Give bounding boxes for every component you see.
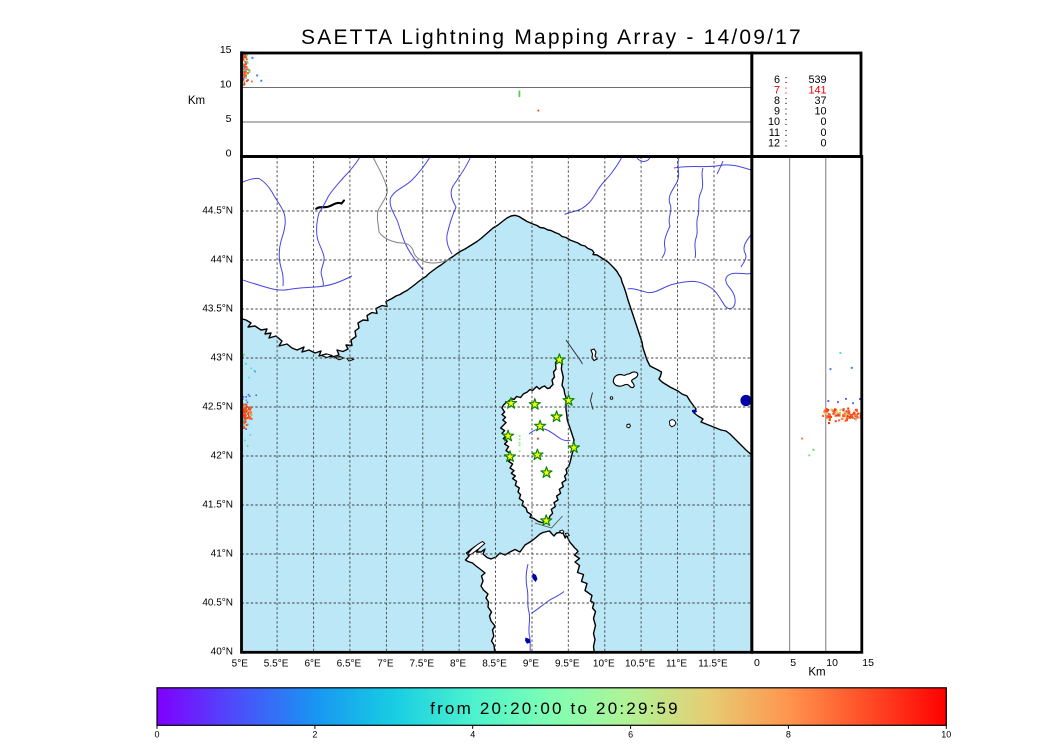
- svg-text:5°E: 5°E: [232, 659, 249, 670]
- svg-text:Km: Km: [808, 667, 825, 679]
- svg-text:42.5°N: 42.5°N: [202, 402, 233, 413]
- svg-text:5: 5: [226, 113, 232, 125]
- svg-text:9: 9: [774, 106, 780, 118]
- svg-text:9°E: 9°E: [523, 659, 540, 670]
- svg-text:44°N: 44°N: [211, 255, 233, 266]
- svg-text:10: 10: [814, 106, 826, 118]
- svg-text:37: 37: [814, 95, 826, 107]
- svg-text:SAETTA Lightning Mapping Array: SAETTA Lightning Mapping Array - 14/09/1…: [301, 26, 803, 49]
- svg-text:15: 15: [220, 44, 232, 56]
- svg-text:6: 6: [774, 74, 780, 86]
- svg-text:0: 0: [154, 730, 159, 740]
- svg-text::: :: [785, 74, 788, 86]
- svg-text:0: 0: [820, 137, 826, 149]
- svg-text:Km: Km: [188, 95, 205, 107]
- svg-text:539: 539: [808, 74, 826, 86]
- svg-text:0: 0: [226, 148, 232, 160]
- svg-text:7: 7: [774, 85, 780, 97]
- svg-text:40.5°N: 40.5°N: [202, 598, 233, 609]
- svg-text:7.5°E: 7.5°E: [410, 659, 435, 670]
- svg-text:7°E: 7°E: [377, 659, 394, 670]
- svg-text:6.5°E: 6.5°E: [337, 659, 362, 670]
- svg-text:0: 0: [820, 127, 826, 139]
- svg-text:41°N: 41°N: [211, 549, 233, 560]
- svg-text:0: 0: [754, 657, 760, 669]
- svg-text:8°E: 8°E: [450, 659, 467, 670]
- svg-text:8.5°E: 8.5°E: [482, 659, 507, 670]
- svg-text:40°N: 40°N: [211, 647, 233, 658]
- svg-text::: :: [785, 137, 788, 149]
- svg-text:10: 10: [768, 116, 780, 128]
- svg-text:2: 2: [312, 730, 317, 740]
- svg-text:5: 5: [790, 657, 796, 669]
- svg-text:8: 8: [774, 95, 780, 107]
- svg-text:8: 8: [786, 730, 791, 740]
- svg-text:6: 6: [628, 730, 633, 740]
- svg-text:9.5°E: 9.5°E: [555, 659, 580, 670]
- svg-text:0: 0: [820, 116, 826, 128]
- svg-text::: :: [785, 85, 788, 97]
- svg-text:10: 10: [826, 657, 838, 669]
- svg-text:43.5°N: 43.5°N: [202, 304, 233, 315]
- svg-text::: :: [785, 116, 788, 128]
- svg-text:6°E: 6°E: [304, 659, 321, 670]
- svg-text:11.5°E: 11.5°E: [698, 659, 728, 670]
- svg-text:42°N: 42°N: [211, 451, 233, 462]
- svg-text:43°N: 43°N: [211, 353, 233, 364]
- svg-text:44.5°N: 44.5°N: [202, 206, 233, 217]
- svg-text:4: 4: [470, 730, 475, 740]
- svg-text:15: 15: [862, 657, 874, 669]
- svg-text:12: 12: [768, 137, 780, 149]
- svg-text:11°E: 11°E: [666, 659, 687, 670]
- svg-text:41.5°N: 41.5°N: [202, 500, 233, 511]
- svg-text:10°E: 10°E: [593, 659, 615, 670]
- svg-text:from 20:20:00 to 20:29:59: from 20:20:00 to 20:29:59: [430, 699, 680, 718]
- svg-text::: :: [785, 95, 788, 107]
- svg-text::: :: [785, 106, 788, 118]
- svg-text::: :: [785, 127, 788, 139]
- svg-text:11: 11: [769, 127, 780, 139]
- svg-text:10.5°E: 10.5°E: [625, 659, 655, 670]
- svg-text:10: 10: [220, 79, 232, 91]
- svg-text:10: 10: [941, 730, 951, 740]
- svg-text:141: 141: [808, 85, 826, 97]
- svg-text:5.5°E: 5.5°E: [264, 659, 289, 670]
